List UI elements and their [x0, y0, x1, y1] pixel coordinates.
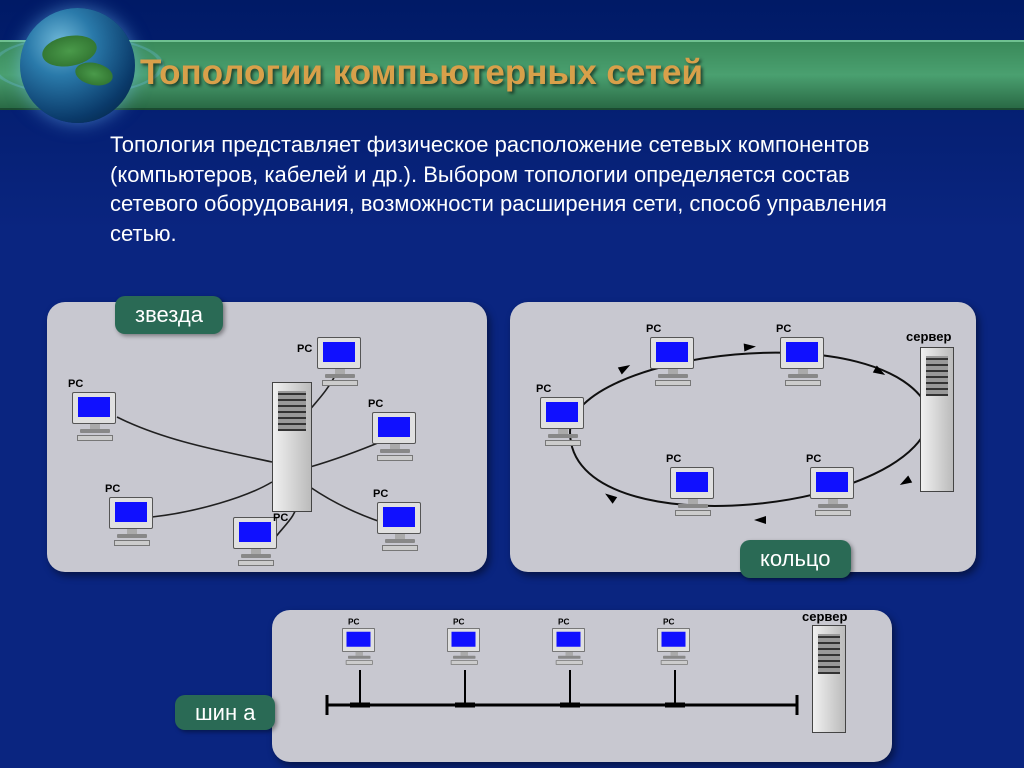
pc-label: PC: [453, 618, 464, 627]
pc-icon: PC: [540, 397, 586, 445]
badge-star: звезда: [115, 296, 223, 334]
badge-ring: кольцо: [740, 540, 851, 578]
server-icon: [812, 625, 846, 733]
server-label: сервер: [802, 609, 847, 624]
server-label: сервер: [906, 329, 951, 344]
pc-label: PC: [368, 398, 383, 410]
pc-icon: PC: [650, 337, 696, 385]
server-icon: [272, 382, 312, 512]
pc-icon: PC: [317, 337, 363, 385]
pc-icon: PC: [447, 628, 482, 664]
pc-label: PC: [348, 618, 359, 627]
slide-title: Топологии компьютерных сетей: [140, 53, 703, 93]
pc-label: PC: [806, 453, 821, 465]
pc-label: PC: [105, 483, 120, 495]
pc-label: PC: [663, 618, 674, 627]
globe-icon: [20, 8, 135, 123]
pc-label: PC: [68, 378, 83, 390]
panel-bus: PCPCPCPC сервер: [272, 610, 892, 762]
pc-label: PC: [646, 323, 661, 335]
pc-icon: PC: [233, 517, 279, 565]
pc-icon: PC: [372, 412, 418, 460]
pc-icon: PC: [657, 628, 692, 664]
pc-icon: PC: [109, 497, 155, 545]
slide-description: Топология представляет физическое распол…: [110, 130, 940, 249]
server-icon: [920, 347, 954, 492]
pc-icon: PC: [342, 628, 377, 664]
pc-label: PC: [273, 512, 288, 524]
pc-icon: PC: [552, 628, 587, 664]
panel-ring: PC PC PC PC PC сервер: [510, 302, 976, 572]
pc-icon: PC: [377, 502, 423, 550]
panel-star: PCPCPCPCPCPC: [47, 302, 487, 572]
pc-icon: PC: [72, 392, 118, 440]
pc-label: PC: [373, 488, 388, 500]
pc-label: PC: [666, 453, 681, 465]
pc-label: PC: [297, 343, 312, 355]
badge-bus: шин а: [175, 695, 275, 730]
pc-label: PC: [558, 618, 569, 627]
pc-icon: PC: [670, 467, 716, 515]
pc-icon: PC: [780, 337, 826, 385]
pc-label: PC: [536, 383, 551, 395]
pc-label: PC: [776, 323, 791, 335]
pc-icon: PC: [810, 467, 856, 515]
